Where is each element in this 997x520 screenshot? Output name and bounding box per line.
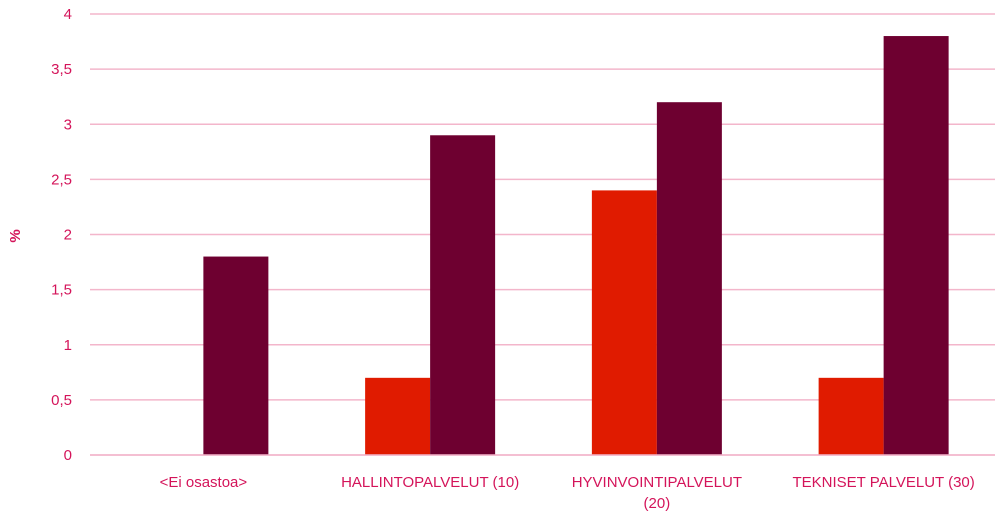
y-tick-label: 2,5 [51, 171, 72, 188]
bar-series2-cat4 [883, 36, 949, 456]
bar-series2-cat2 [430, 135, 496, 455]
x-axis-category-labels: <Ei osastoa> HALLINTOPALVELUT (10) HYVINVO… [160, 474, 975, 512]
y-tick-label: 4 [64, 6, 72, 23]
y-tick-label: 1,5 [51, 282, 72, 299]
y-tick-label: 2 [64, 227, 72, 244]
bar-series2-cat3 [656, 102, 722, 455]
bars [90, 36, 995, 456]
y-tick-label: 0 [64, 447, 72, 464]
y-tick-label: 3,5 [51, 61, 72, 78]
y-axis-title: % [7, 229, 24, 242]
x-category-label: (20) [644, 495, 671, 512]
bar-series2-cat1 [203, 256, 269, 455]
x-category-label: <Ei osastoa> [160, 474, 248, 491]
y-tick-label: 3 [64, 116, 72, 133]
y-tick-label: 1 [64, 337, 72, 354]
bar-series1-cat2 [365, 377, 431, 455]
x-category-label: TEKNISET PALVELUT (30) [792, 474, 974, 491]
x-category-label: HYVINVOINTIPALVELUT [572, 474, 742, 491]
y-axis-ticks: 0 0,5 1 1,5 2 2,5 3 3,5 4 [51, 6, 72, 464]
bar-series1-cat4 [818, 377, 884, 455]
y-tick-label: 0,5 [51, 392, 72, 409]
bar-series1-cat3 [591, 190, 657, 455]
x-category-label: HALLINTOPALVELUT (10) [341, 474, 519, 491]
